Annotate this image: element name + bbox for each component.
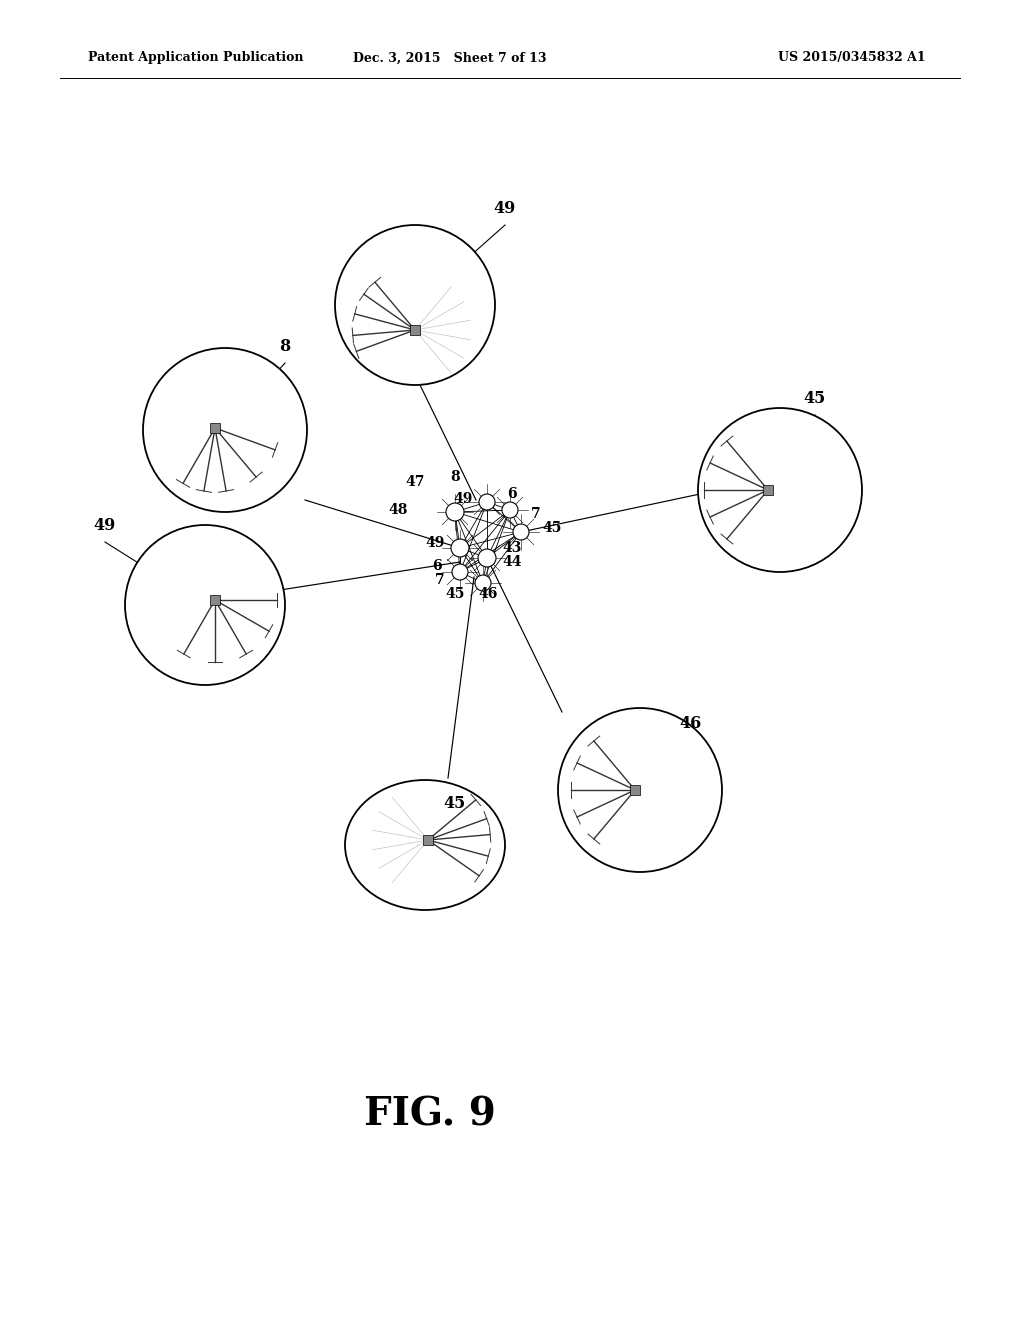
Text: 46: 46 — [679, 715, 701, 733]
Text: 8: 8 — [451, 470, 460, 484]
Ellipse shape — [558, 708, 722, 873]
Ellipse shape — [335, 224, 495, 385]
Text: 8: 8 — [280, 338, 291, 355]
Ellipse shape — [125, 525, 285, 685]
Bar — [630, 785, 640, 795]
Circle shape — [446, 503, 464, 521]
Text: Dec. 3, 2015   Sheet 7 of 13: Dec. 3, 2015 Sheet 7 of 13 — [353, 51, 547, 65]
Text: 49: 49 — [494, 201, 516, 216]
Text: 47: 47 — [406, 475, 425, 488]
Text: 46: 46 — [478, 587, 498, 601]
Text: US 2015/0345832 A1: US 2015/0345832 A1 — [778, 51, 926, 65]
Circle shape — [479, 494, 495, 510]
Ellipse shape — [143, 348, 307, 512]
Text: 49: 49 — [425, 536, 444, 550]
Circle shape — [452, 564, 468, 579]
Text: FIG. 9: FIG. 9 — [365, 1096, 496, 1134]
Text: Patent Application Publication: Patent Application Publication — [88, 51, 303, 65]
Text: 49: 49 — [94, 517, 116, 535]
Circle shape — [502, 502, 518, 517]
Text: 6: 6 — [507, 487, 517, 502]
Text: 7: 7 — [435, 573, 444, 587]
Bar — [210, 595, 220, 605]
Text: 45: 45 — [804, 389, 826, 407]
Ellipse shape — [345, 780, 505, 909]
Text: 49: 49 — [454, 492, 473, 506]
Text: 43: 43 — [503, 541, 521, 554]
Text: 48: 48 — [388, 503, 408, 517]
Circle shape — [513, 524, 529, 540]
Circle shape — [475, 576, 490, 591]
Text: 45: 45 — [443, 795, 466, 812]
Bar — [210, 422, 220, 433]
Bar — [763, 484, 773, 495]
Text: 6: 6 — [432, 558, 441, 573]
Text: 7: 7 — [531, 507, 541, 521]
Text: 45: 45 — [543, 521, 562, 535]
Text: 44: 44 — [502, 554, 522, 569]
Bar — [410, 325, 420, 335]
Circle shape — [478, 549, 496, 568]
Circle shape — [451, 539, 469, 557]
Text: 45: 45 — [445, 587, 465, 601]
Bar — [423, 836, 433, 845]
Ellipse shape — [698, 408, 862, 572]
